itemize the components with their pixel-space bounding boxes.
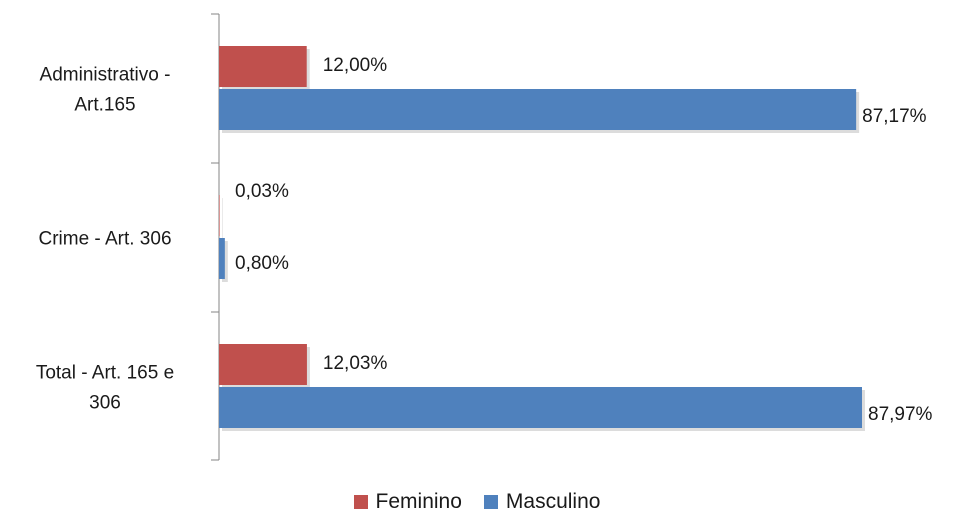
bar-masculino-0 — [219, 89, 857, 130]
category-label-2-0: Total - Art. 165 e — [36, 363, 174, 384]
bar-chart: Administrativo - Art.165 Crime - Art. 306 T… — [36, 13, 933, 461]
bar-shadow-1-1 — [222, 241, 228, 282]
bar-feminino-2 — [219, 344, 307, 385]
bar-feminino-0 — [219, 46, 307, 87]
data-label-feminino-2: 12,03% — [323, 353, 388, 374]
bar-feminino-1 — [219, 195, 220, 236]
legend-swatch-feminino — [353, 495, 368, 509]
data-label-masculino-0: 87,17% — [862, 106, 927, 127]
bar-masculino-1 — [219, 238, 225, 279]
legend: Feminino Masculino — [0, 490, 954, 514]
category-label-1-0: Crime - Art. 306 — [38, 229, 171, 250]
legend-swatch-masculino — [483, 495, 498, 509]
data-label-feminino-1: 0,03% — [235, 181, 289, 202]
legend-item-masculino: Masculino — [483, 490, 601, 514]
legend-item-feminino: Feminino — [353, 490, 462, 514]
data-label-feminino-0: 12,00% — [323, 55, 388, 76]
category-label-2-1: 306 — [89, 393, 121, 414]
bar-shadow-0-1 — [222, 198, 223, 239]
bar-masculino-2 — [219, 387, 862, 428]
legend-label-masculino: Masculino — [505, 490, 601, 513]
category-label-0-1: Art.165 — [74, 95, 135, 116]
data-label-masculino-2: 87,97% — [868, 404, 933, 425]
data-label-masculino-1: 0,80% — [235, 253, 289, 274]
category-label-0-0: Administrativo - — [40, 65, 171, 86]
legend-label-feminino: Feminino — [375, 490, 462, 513]
